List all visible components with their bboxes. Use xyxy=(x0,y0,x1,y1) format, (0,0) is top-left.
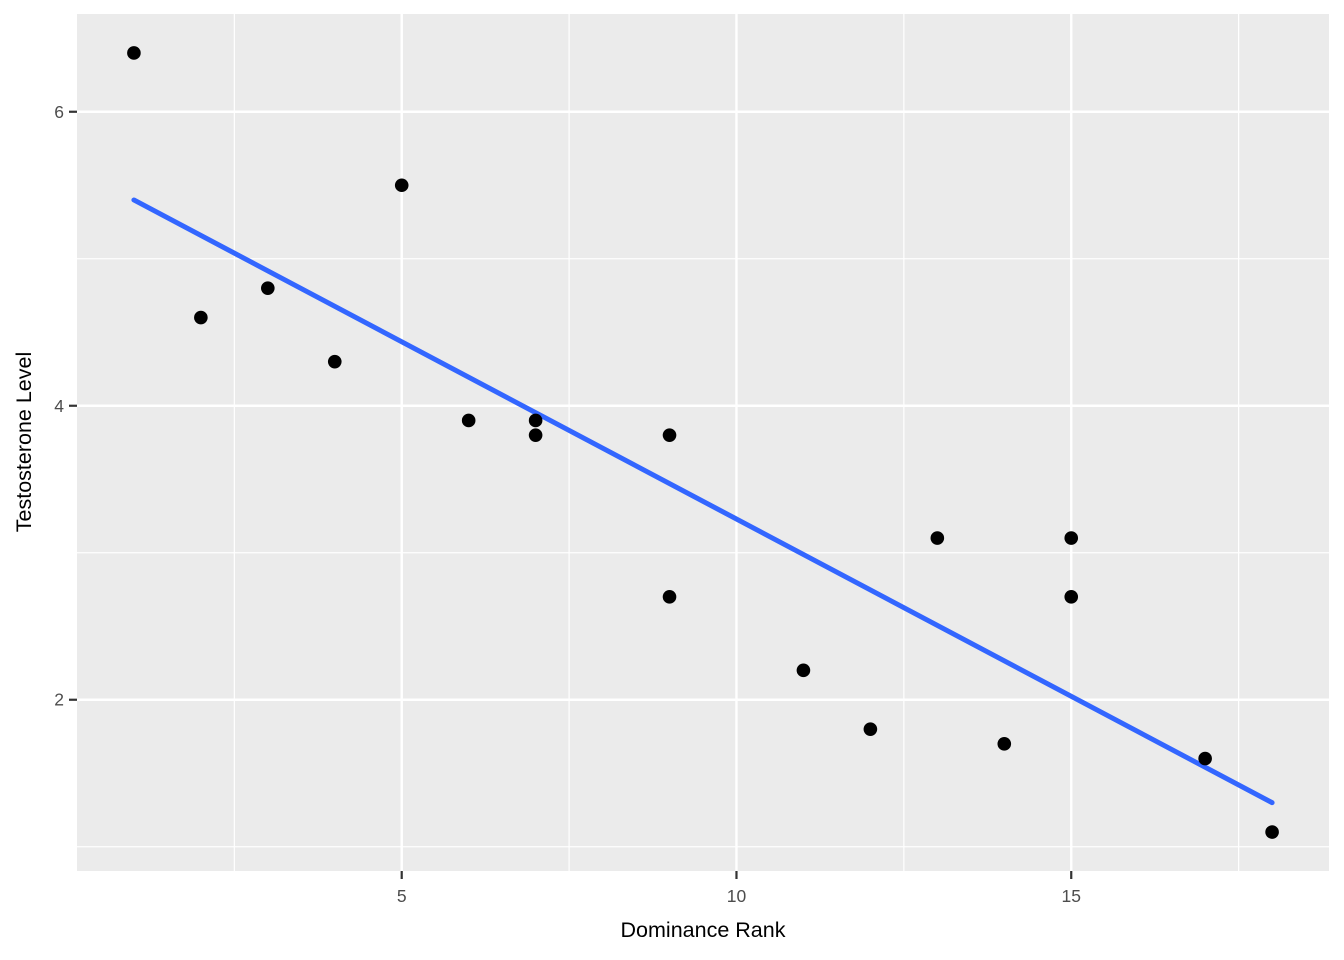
data-point xyxy=(461,413,476,428)
x-axis-title: Dominance Rank xyxy=(621,918,786,942)
data-point xyxy=(662,428,677,442)
data-point xyxy=(1064,531,1079,545)
data-point xyxy=(394,178,409,193)
regression-line xyxy=(131,197,1275,806)
data-point xyxy=(997,737,1012,751)
data-points-group xyxy=(127,46,1279,839)
data-point xyxy=(863,722,878,736)
axis-tick-labels: 5 10 15 2 4 6 xyxy=(54,102,1081,906)
minor-gridlines xyxy=(77,14,1329,871)
data-point xyxy=(194,310,208,325)
data-point xyxy=(1265,825,1279,839)
data-point xyxy=(662,590,677,604)
data-point xyxy=(528,428,543,442)
x-tick-label: 10 xyxy=(727,886,747,906)
trend-line-group xyxy=(131,197,1275,806)
data-point xyxy=(1198,751,1212,766)
plot-panel-background xyxy=(77,14,1329,871)
x-tick-label: 15 xyxy=(1062,886,1081,906)
y-axis-title: Testosterone Level xyxy=(12,352,36,532)
data-point xyxy=(127,46,141,60)
y-tick-label: 2 xyxy=(54,690,64,710)
data-point xyxy=(261,281,275,295)
y-tick-label: 4 xyxy=(54,396,64,416)
major-gridlines xyxy=(77,14,1329,871)
axis-tick-marks xyxy=(69,110,1073,879)
data-point xyxy=(327,354,342,369)
data-point xyxy=(930,531,945,545)
x-tick-label: 5 xyxy=(397,886,407,906)
data-point xyxy=(528,413,543,428)
data-point xyxy=(796,663,811,678)
y-tick-label: 6 xyxy=(54,102,64,122)
data-point xyxy=(1064,590,1079,604)
